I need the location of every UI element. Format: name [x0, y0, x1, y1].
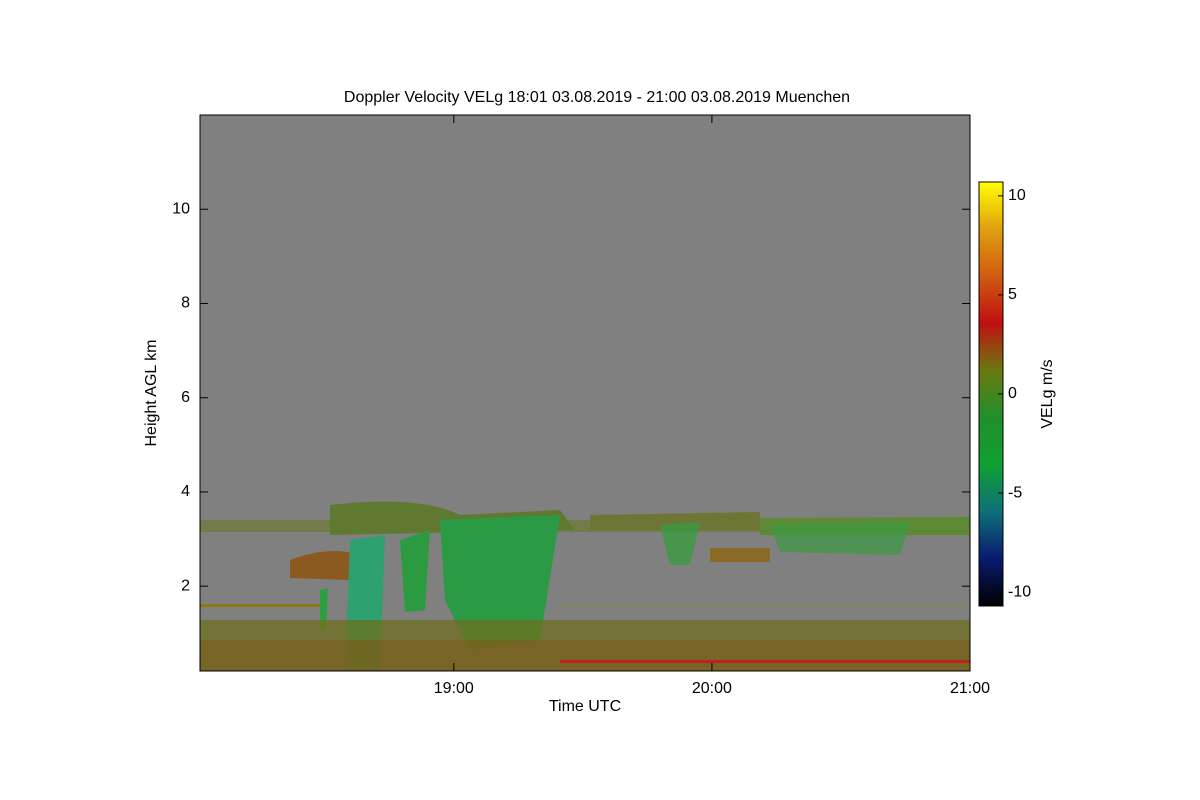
y-tick-label: 2 [181, 577, 190, 594]
cloud-patch [290, 551, 360, 580]
chart-title: Doppler Velocity VELg 18:01 03.08.2019 -… [344, 89, 850, 106]
y-tick-label: 6 [181, 389, 190, 406]
colorbar-tick-label: 10 [1008, 187, 1026, 204]
x-tick-label: 20:00 [692, 680, 732, 697]
plot-background [200, 115, 970, 671]
fall-streak [400, 530, 430, 612]
y-tick-label: 8 [181, 295, 190, 312]
cloud-patch [710, 548, 770, 562]
colorbar-tick-label: -5 [1008, 484, 1022, 501]
colorbar-tick-label: 5 [1008, 286, 1017, 303]
velocity-field [200, 501, 970, 671]
y-tick-label: 10 [172, 200, 190, 217]
fall-streak [320, 588, 328, 630]
layer-line [200, 604, 320, 607]
y-tick-label: 4 [181, 483, 190, 500]
layer-line [560, 604, 970, 606]
colorbar-tick-label: -10 [1008, 583, 1031, 600]
fall-streak [770, 522, 910, 555]
layer-line [560, 660, 970, 663]
cloud-layer [590, 512, 760, 530]
x-axis-label: Time UTC [549, 698, 621, 715]
fall-streak [440, 515, 560, 650]
y-axis-label: Height AGL km [143, 339, 160, 446]
boundary-layer [200, 640, 970, 671]
x-tick-label: 21:00 [950, 680, 990, 697]
plot-frame [199, 114, 971, 672]
colorbar-tick-label: 0 [1008, 385, 1017, 402]
colorbar-label: VELg m/s [1039, 359, 1056, 428]
fall-streak [660, 522, 700, 565]
x-tick-label: 19:00 [434, 680, 474, 697]
